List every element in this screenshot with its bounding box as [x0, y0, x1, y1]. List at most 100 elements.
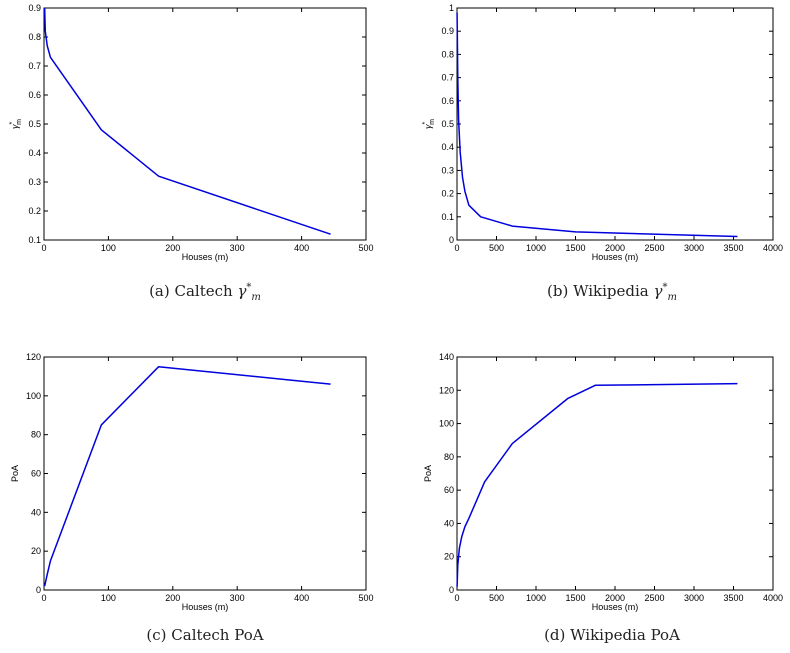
y-tick-label-b: 0.6 — [441, 96, 454, 106]
chart-c-svg: 0 100 200 300 400 500 0 20 40 60 80 100 120 Houses (m… — [10, 352, 374, 612]
y-axis-label-symbol-a: γ — [10, 124, 20, 129]
caption-b-prefix: (b) Wikipedia — [547, 282, 654, 300]
x-tick-label-b: 0 — [454, 243, 459, 253]
y-axis-label-c: PoA — [10, 465, 20, 482]
y-tick-label-c: 0 — [36, 585, 41, 595]
x-tick-label-a: 400 — [294, 243, 309, 253]
caption-a-symbol: γ — [237, 282, 247, 300]
x-tick-label-b: 1500 — [565, 243, 585, 253]
x-tick-label-a: 300 — [230, 243, 245, 253]
x-tick-label-b: 3000 — [684, 243, 704, 253]
y-axis-label-sub-b: m — [429, 119, 436, 125]
caption-b-sup: * — [662, 282, 668, 293]
y-tick-label-a: 0.6 — [28, 90, 41, 100]
y-axis-label-d: PoA — [423, 465, 433, 482]
y-tick-label-b: 0.1 — [441, 212, 454, 222]
chart-panel-b: 0 500 1000 1500 2000 2500 3000 3500 4000 0 0.1 0.2 0… — [422, 3, 783, 262]
caption-d: (d) Wikipedia PoA — [432, 626, 790, 644]
series-line-d — [456, 382, 738, 587]
x-tick-label-d: 0 — [454, 593, 459, 603]
y-tick-label-d: 40 — [444, 518, 454, 528]
caption-a-sup: * — [246, 282, 252, 293]
x-axis-label-b: Houses (m) — [592, 252, 639, 262]
x-tick-label-d: 500 — [489, 593, 504, 603]
plot-frame-d — [456, 356, 774, 591]
x-tick-label-b: 2500 — [644, 243, 664, 253]
x-tick-label-c: 500 — [358, 593, 373, 603]
x-tick-label-a: 0 — [41, 243, 46, 253]
y-tick-label-b: 0.8 — [441, 49, 454, 59]
y-axis-label-sub-a: m — [16, 119, 23, 125]
y-tick-label-a: 0.8 — [28, 32, 41, 42]
y-tick-label-b: 0.3 — [441, 165, 454, 175]
chart-panel-c: 0 100 200 300 400 500 0 20 40 60 80 100 120 Houses (m… — [10, 352, 374, 612]
chart-b-svg: 0 500 1000 1500 2000 2500 3000 3500 4000 0 0.1 0.2 0… — [422, 3, 783, 262]
x-tick-label-c: 400 — [294, 593, 309, 603]
series-line-c — [43, 365, 331, 587]
y-tick-label-c: 100 — [26, 391, 41, 401]
caption-a: (a) Caltech γ*m — [25, 282, 385, 303]
chart-d-svg: 0 500 1000 1500 2000 2500 3000 3500 4000 0 20 40 60 8… — [423, 352, 783, 612]
y-tick-label-d: 0 — [449, 585, 454, 595]
x-tick-label-b: 4000 — [763, 243, 783, 253]
caption-d-text: (d) Wikipedia PoA — [544, 626, 680, 644]
x-tick-label-b: 1000 — [526, 243, 546, 253]
x-axis-label-a: Houses (m) — [182, 252, 229, 262]
y-tick-label-b: 0.2 — [441, 189, 454, 199]
chart-panel-a: 0 100 200 300 400 500 0.1 0.2 0.3 0.4 0.5 0.6 0.7 0.8… — [0, 0, 395, 330]
x-tick-label-d: 2500 — [644, 593, 664, 603]
chart-a-svg: 0 100 200 300 400 500 0.1 0.2 0.3 0.4 0.5 0.6 0.7 0.8… — [9, 3, 374, 262]
series-line-b — [456, 12, 738, 238]
caption-a-prefix: (a) Caltech — [149, 282, 238, 300]
y-tick-label-d: 60 — [444, 485, 454, 495]
x-tick-label-d: 2000 — [605, 593, 625, 603]
y-tick-label-a: 0.2 — [28, 206, 41, 216]
x-tick-label-b: 3500 — [723, 243, 743, 253]
y-axis-label-b: γ*m — [422, 119, 436, 129]
y-tick-label-c: 20 — [31, 546, 41, 556]
caption-a-sub: m — [251, 292, 261, 303]
y-axis-label-a: γ*m — [9, 119, 23, 129]
y-axis-label-sup-a: * — [9, 122, 16, 125]
y-tick-label-a: 0.4 — [28, 148, 41, 158]
y-tick-label-a: 0.3 — [28, 177, 41, 187]
x-tick-label-c: 200 — [165, 593, 180, 603]
y-tick-label-b: 1 — [449, 3, 454, 13]
y-tick-label-c: 60 — [31, 469, 41, 479]
caption-b-symbol: γ — [653, 282, 663, 300]
x-tick-label-d: 1000 — [526, 593, 546, 603]
x-tick-label-a: 200 — [165, 243, 180, 253]
x-axis-label-c: Houses (m) — [182, 602, 229, 612]
y-tick-label-b: 0 — [449, 235, 454, 245]
y-tick-label-c: 120 — [26, 352, 41, 362]
caption-b: (b) Wikipedia γ*m — [432, 282, 790, 303]
x-tick-label-c: 100 — [101, 593, 116, 603]
y-tick-label-c: 80 — [31, 430, 41, 440]
x-tick-label-a: 100 — [101, 243, 116, 253]
y-tick-label-a: 0.5 — [28, 119, 41, 129]
y-tick-label-d: 100 — [439, 419, 454, 429]
y-tick-label-d: 80 — [444, 452, 454, 462]
y-tick-label-a: 0.7 — [28, 61, 41, 71]
y-axis-label-sup-b: * — [422, 122, 429, 125]
y-tick-label-a: 0.1 — [28, 235, 41, 245]
x-tick-label-c: 0 — [41, 593, 46, 603]
x-tick-label-d: 4000 — [763, 593, 783, 603]
caption-b-sub: m — [667, 292, 677, 303]
y-tick-label-b: 0.4 — [441, 142, 454, 152]
x-tick-label-d: 3000 — [684, 593, 704, 603]
y-tick-label-a: 0.9 — [28, 3, 41, 13]
x-axis-label-d: Houses (m) — [592, 602, 639, 612]
x-tick-label-a: 500 — [358, 243, 373, 253]
x-tick-label-c: 300 — [230, 593, 245, 603]
y-tick-label-d: 140 — [439, 352, 454, 362]
y-tick-label-c: 40 — [31, 507, 41, 517]
y-tick-label-b: 0.7 — [441, 73, 454, 83]
y-tick-label-d: 120 — [439, 385, 454, 395]
y-tick-label-d: 20 — [444, 552, 454, 562]
caption-c-text: (c) Caltech PoA — [146, 626, 264, 644]
y-tick-label-b: 0.9 — [441, 26, 454, 36]
x-tick-label-d: 1500 — [565, 593, 585, 603]
y-tick-label-b: 0.5 — [441, 119, 454, 129]
x-tick-label-b: 2000 — [605, 243, 625, 253]
